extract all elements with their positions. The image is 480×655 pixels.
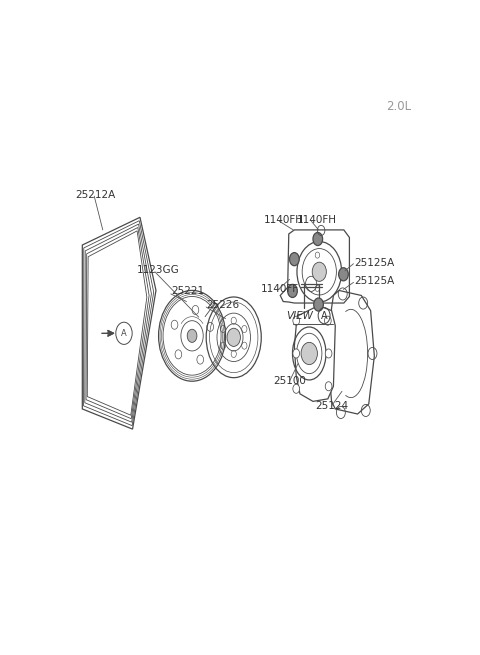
Circle shape xyxy=(314,298,324,311)
Text: 25212A: 25212A xyxy=(75,189,115,200)
Text: 1140FH: 1140FH xyxy=(297,215,336,225)
Circle shape xyxy=(293,316,300,326)
Text: 1140FF: 1140FF xyxy=(261,284,299,294)
Circle shape xyxy=(288,284,297,297)
Circle shape xyxy=(187,329,197,343)
Text: 25221: 25221 xyxy=(171,286,204,297)
Circle shape xyxy=(289,253,299,266)
Text: A: A xyxy=(321,310,327,321)
Text: 1140FH: 1140FH xyxy=(264,215,304,225)
Circle shape xyxy=(293,384,300,393)
Text: 25226: 25226 xyxy=(206,299,240,310)
Circle shape xyxy=(301,343,317,365)
Circle shape xyxy=(227,328,240,346)
Text: 25100: 25100 xyxy=(274,376,306,386)
Circle shape xyxy=(325,382,332,391)
Text: 25124: 25124 xyxy=(315,402,348,411)
Circle shape xyxy=(324,316,331,326)
Circle shape xyxy=(338,268,348,281)
Circle shape xyxy=(325,349,332,358)
Text: 25125A: 25125A xyxy=(354,276,394,286)
Circle shape xyxy=(293,349,300,358)
Polygon shape xyxy=(294,305,335,402)
Text: A: A xyxy=(121,329,127,338)
Text: VIEW: VIEW xyxy=(286,310,313,321)
Text: 2.0L: 2.0L xyxy=(386,100,411,113)
Circle shape xyxy=(313,233,323,246)
Text: 25125A: 25125A xyxy=(354,257,394,268)
Circle shape xyxy=(312,262,326,282)
Text: 1123GG: 1123GG xyxy=(137,265,180,275)
